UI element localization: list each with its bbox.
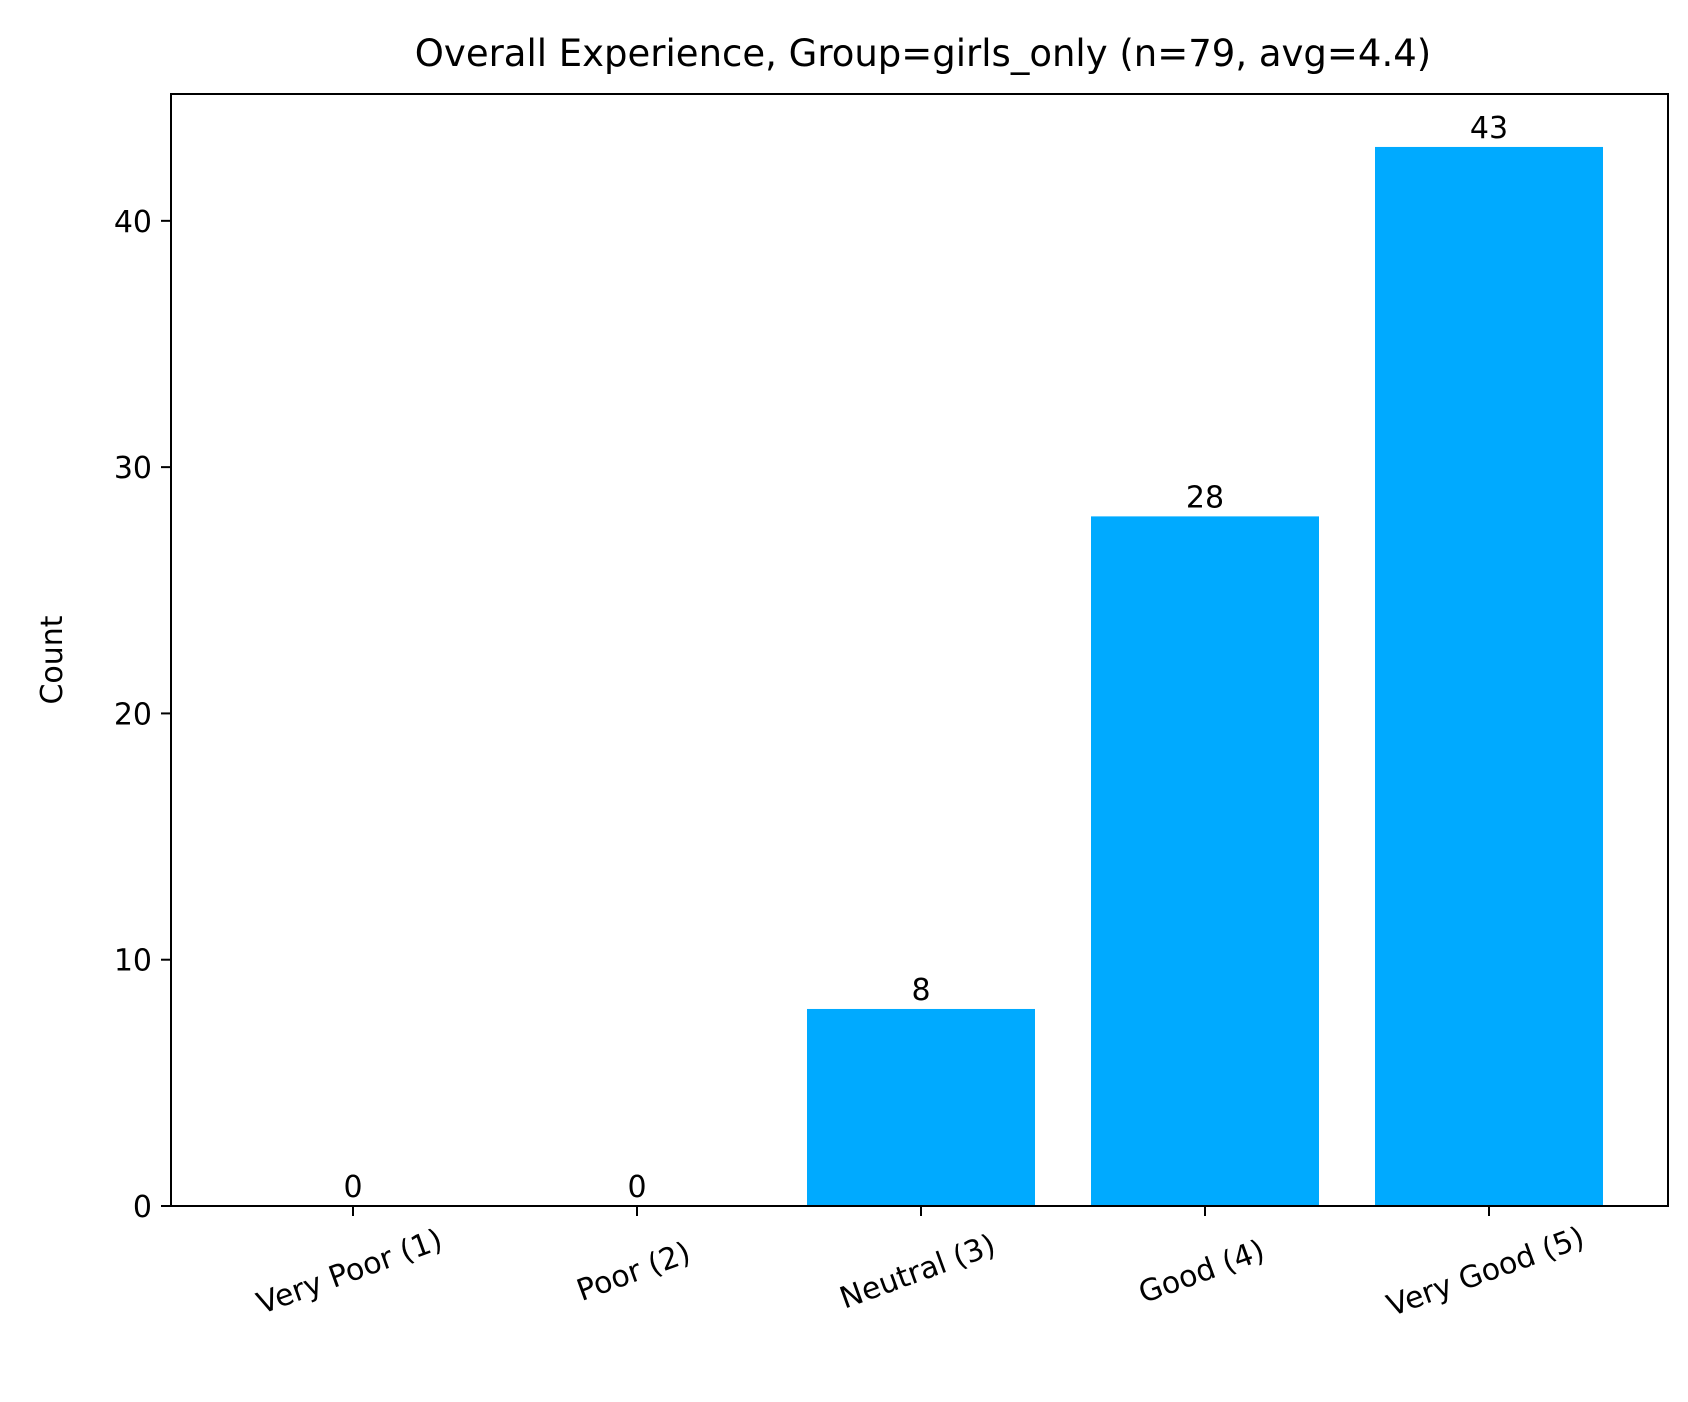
y-tick-label: 20 — [114, 697, 152, 732]
plot-frame — [170, 93, 1669, 1207]
bar-value-label: 28 — [1186, 480, 1224, 515]
y-tick-label: 40 — [114, 205, 152, 240]
bar-value-label: 43 — [1470, 111, 1508, 146]
bar-value-label: 0 — [627, 1170, 646, 1205]
bar-value-label: 8 — [911, 973, 930, 1008]
chart-title: Overall Experience, Group=girls_only (n=… — [415, 32, 1431, 75]
bar — [1375, 146, 1603, 1206]
y-tick-label: 10 — [114, 944, 152, 979]
bar-value-labels: 0 0 8 28 43 — [343, 111, 1508, 1205]
bar — [807, 1008, 1035, 1206]
y-tick-label: 0 — [133, 1190, 152, 1225]
y-axis: 0 10 20 30 40 — [114, 205, 171, 1225]
y-tick-label: 30 — [114, 451, 152, 486]
y-axis-label: Count — [35, 615, 70, 704]
bar-value-label: 0 — [343, 1170, 362, 1205]
bar — [1091, 516, 1319, 1206]
bars-group — [807, 146, 1603, 1206]
